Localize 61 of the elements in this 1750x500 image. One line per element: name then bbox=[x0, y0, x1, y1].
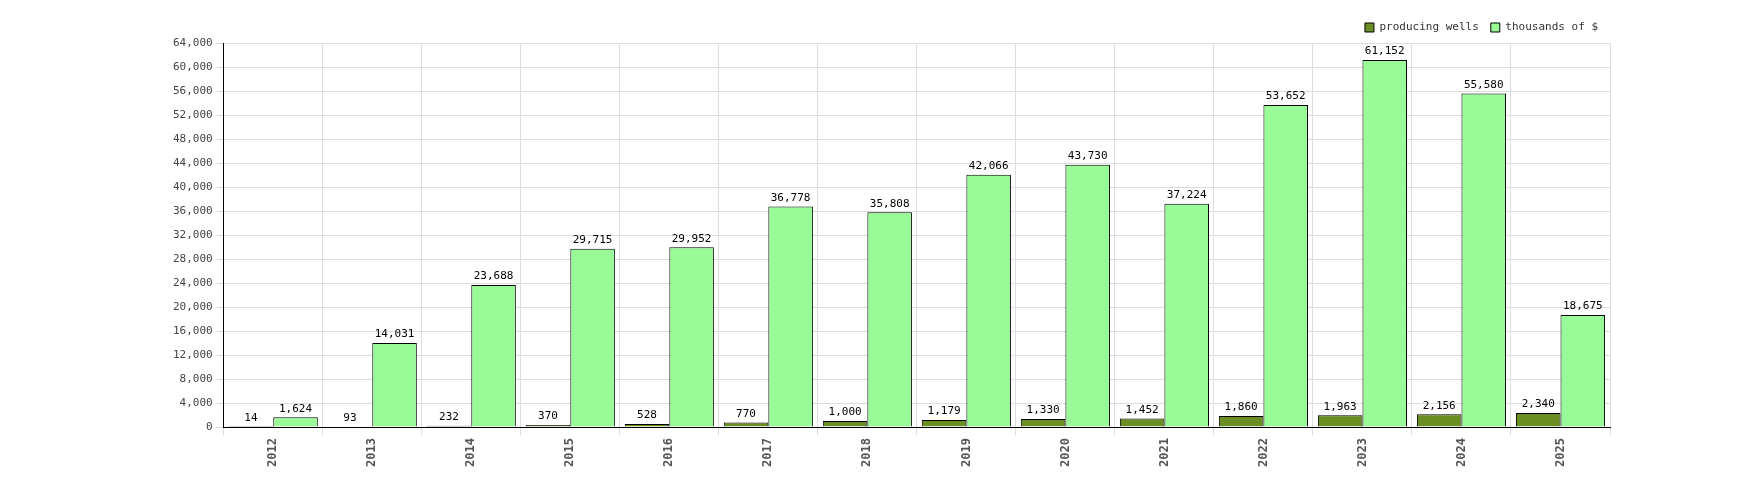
data-label: 35,808 bbox=[869, 196, 910, 210]
x-tick-label: 2018 bbox=[859, 438, 874, 468]
data-label: 1,624 bbox=[278, 401, 313, 415]
y-tick-label: 12,000 bbox=[172, 347, 213, 361]
data-label: 528 bbox=[637, 408, 657, 422]
y-tick-label: 44,000 bbox=[172, 155, 213, 169]
data-label: 14,031 bbox=[374, 327, 415, 341]
y-tick-label: 40,000 bbox=[172, 179, 213, 193]
x-tick-label: 2016 bbox=[661, 438, 676, 468]
data-label: 42,066 bbox=[968, 159, 1009, 172]
data-label: 36,778 bbox=[770, 190, 811, 204]
data-label: 29,715 bbox=[572, 233, 613, 247]
data-label: 53,652 bbox=[1265, 89, 1306, 103]
data-label: 1,179 bbox=[927, 404, 961, 418]
y-tick-label: 48,000 bbox=[172, 131, 213, 145]
y-tick-label: 60,000 bbox=[172, 59, 213, 73]
y-tick-label: 0 bbox=[206, 419, 213, 433]
x-tick-label: 2017 bbox=[760, 438, 775, 468]
data-label: 370 bbox=[538, 409, 558, 423]
y-tick-label: 52,000 bbox=[172, 107, 213, 121]
y-tick-label: 16,000 bbox=[172, 323, 213, 337]
data-label: 1,000 bbox=[828, 405, 862, 419]
data-label: 55,580 bbox=[1463, 77, 1504, 91]
data-label: 1,452 bbox=[1125, 402, 1159, 416]
x-tick-label: 2012 bbox=[265, 438, 280, 468]
data-label: 23,688 bbox=[473, 269, 514, 283]
data-label: 61,152 bbox=[1364, 44, 1405, 58]
x-tick-label: 2021 bbox=[1156, 438, 1171, 468]
data-label: 14 bbox=[244, 411, 258, 425]
data-label: 1,860 bbox=[1224, 400, 1258, 414]
legend-label: thousands of $ bbox=[1505, 20, 1598, 34]
data-label: 232 bbox=[439, 410, 459, 424]
x-tick-label: 2013 bbox=[364, 438, 379, 468]
y-tick-label: 64,000 bbox=[172, 35, 213, 49]
data-label: 2,340 bbox=[1521, 397, 1555, 411]
data-label: 37,224 bbox=[1166, 188, 1207, 202]
y-tick-label: 32,000 bbox=[172, 227, 213, 241]
x-tick-label: 2025 bbox=[1552, 438, 1567, 468]
x-tick-label: 2014 bbox=[463, 438, 478, 468]
x-tick-label: 2019 bbox=[958, 438, 973, 468]
data-label: 43,730 bbox=[1067, 149, 1108, 163]
legend-label: producing wells bbox=[1379, 20, 1479, 34]
y-tick-label: 36,000 bbox=[172, 203, 213, 217]
x-tick-label: 2015 bbox=[562, 438, 577, 468]
x-tick-label: 2020 bbox=[1057, 438, 1072, 468]
y-tick-label: 24,000 bbox=[172, 275, 213, 289]
y-tick-label: 56,000 bbox=[172, 83, 213, 97]
data-label: 2,156 bbox=[1422, 398, 1456, 412]
x-tick-label: 2022 bbox=[1255, 438, 1270, 468]
y-tick-label: 4,000 bbox=[179, 395, 213, 409]
y-tick-label: 28,000 bbox=[172, 251, 213, 265]
x-tick-label: 2024 bbox=[1453, 438, 1468, 468]
y-tick-label: 20,000 bbox=[172, 299, 213, 313]
data-label: 1,963 bbox=[1323, 399, 1357, 413]
data-label: 770 bbox=[736, 406, 756, 420]
data-label: 18,675 bbox=[1562, 299, 1603, 313]
data-label: 1,330 bbox=[1026, 403, 1060, 417]
data-label: 29,952 bbox=[671, 231, 712, 245]
x-tick-label: 2023 bbox=[1354, 438, 1369, 468]
data-label: 93 bbox=[343, 410, 357, 424]
y-tick-label: 8,000 bbox=[179, 371, 213, 385]
